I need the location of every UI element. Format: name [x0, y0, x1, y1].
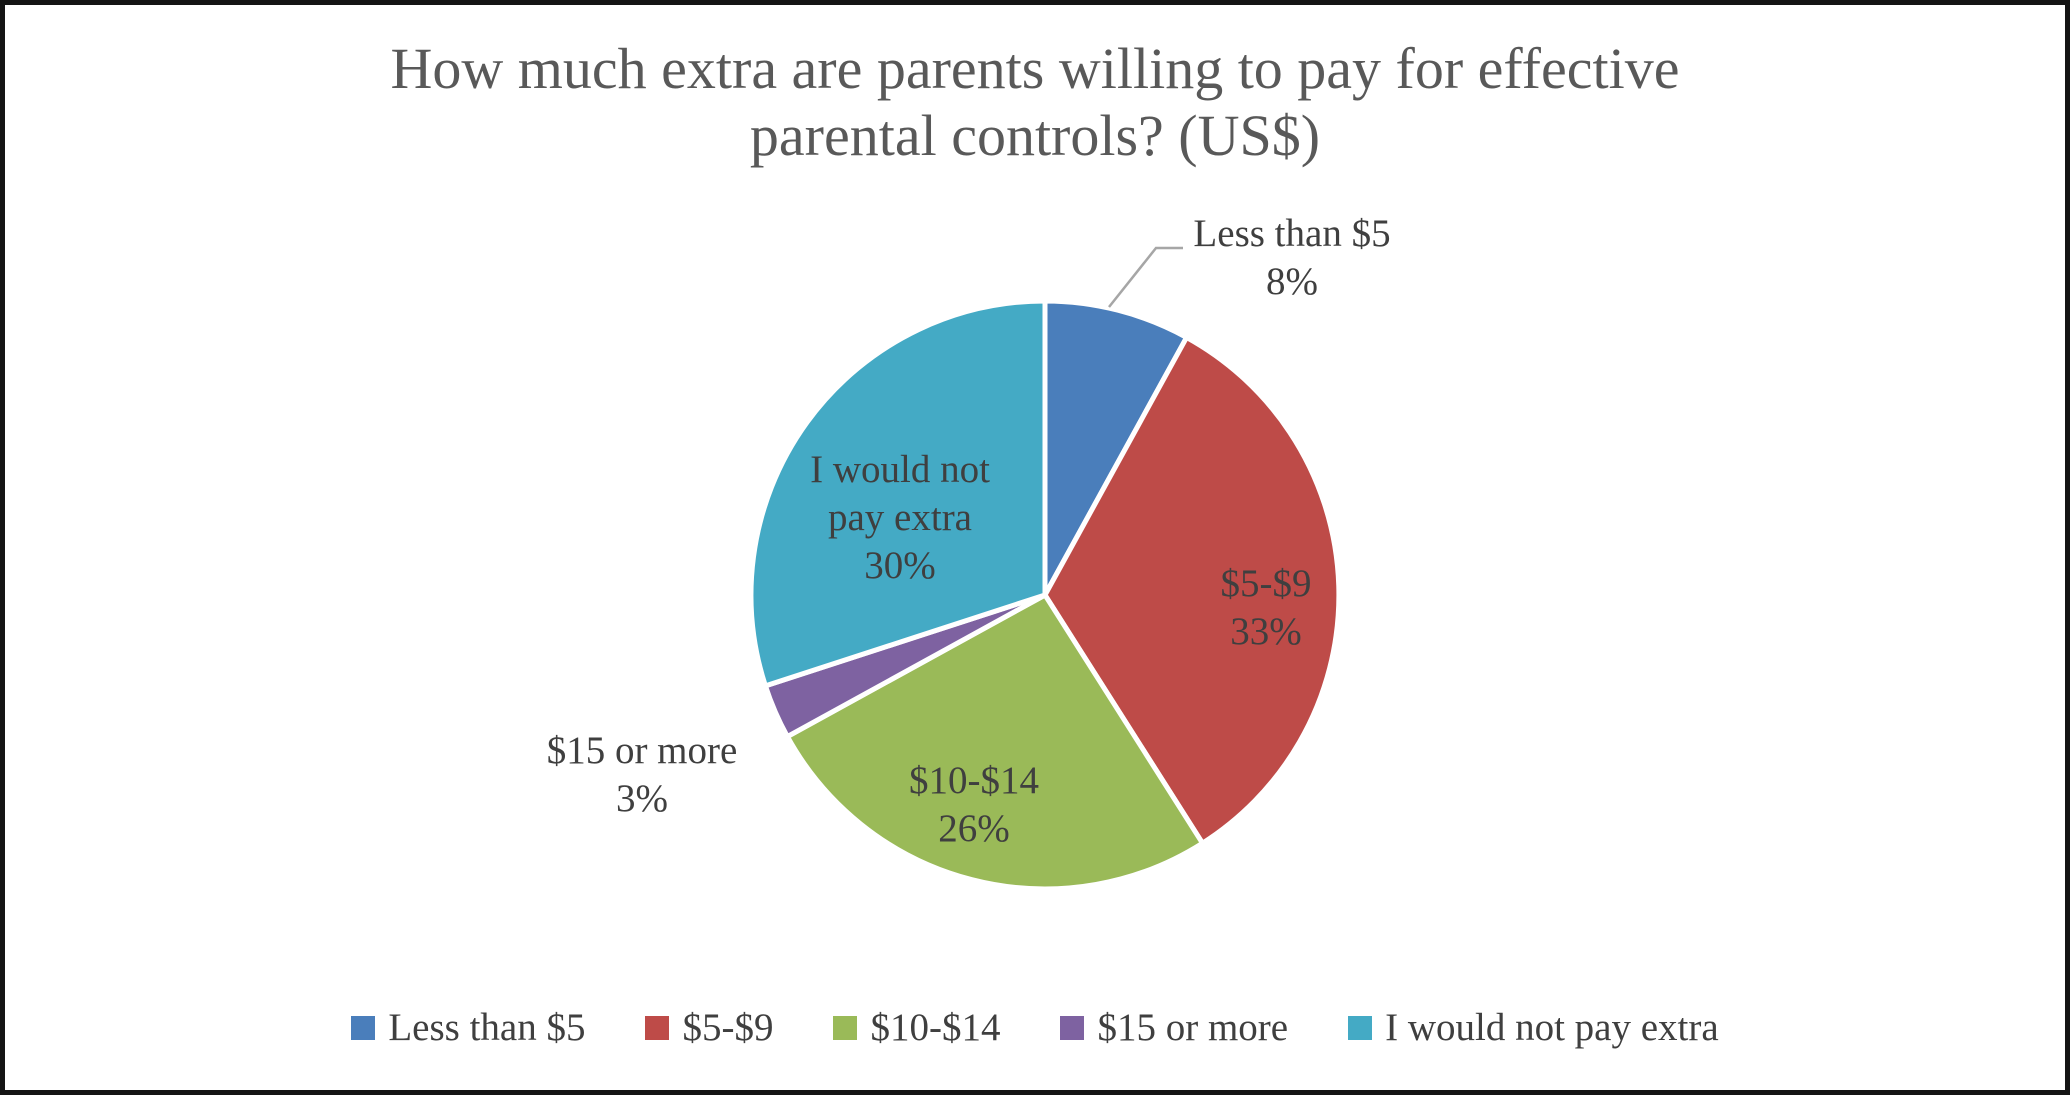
legend-swatch-icon [1348, 1015, 1373, 1040]
leader-line-less-than-5 [1108, 246, 1183, 308]
pie-slice-10-14[interactable] [784, 591, 1206, 892]
legend-item-label: $5-$9 [682, 1006, 774, 1049]
pie-slice-5-9[interactable] [1042, 334, 1342, 847]
legend: Less than $5 $5-$9 $10-$14 $15 or more I wou… [5, 1005, 2065, 1050]
pie-slice-less-than-5[interactable] [1042, 298, 1190, 597]
chart-title-line-1: How much extra are parents willing to pa… [390, 36, 1680, 101]
pie-slice-i-would-not-pay-extra[interactable] [748, 298, 1048, 690]
legend-swatch-icon [351, 1015, 376, 1040]
legend-swatch-icon [1060, 1015, 1085, 1040]
legend-item-i-would-not-pay-extra[interactable]: I would not pay extra [1348, 1005, 1719, 1050]
pie-chart [748, 246, 1342, 892]
legend-swatch-icon [833, 1015, 858, 1040]
legend-item-10-14[interactable]: $10-$14 [833, 1005, 1000, 1050]
legend-item-label: Less than $5 [388, 1006, 586, 1049]
legend-item-15-or-more[interactable]: $15 or more [1060, 1005, 1288, 1050]
legend-swatch-icon [645, 1015, 670, 1040]
legend-item-5-9[interactable]: $5-$9 [645, 1005, 773, 1050]
chart-title-line-2: parental controls? (US$) [749, 103, 1321, 168]
legend-item-label: $15 or more [1097, 1006, 1289, 1049]
legend-item-label: $10-$14 [870, 1006, 1001, 1049]
chart-title: How much extra are parents willing to pa… [5, 35, 2065, 169]
legend-item-less-than-5[interactable]: Less than $5 [351, 1005, 585, 1050]
legend-item-label: I would not pay extra [1385, 1006, 1719, 1049]
